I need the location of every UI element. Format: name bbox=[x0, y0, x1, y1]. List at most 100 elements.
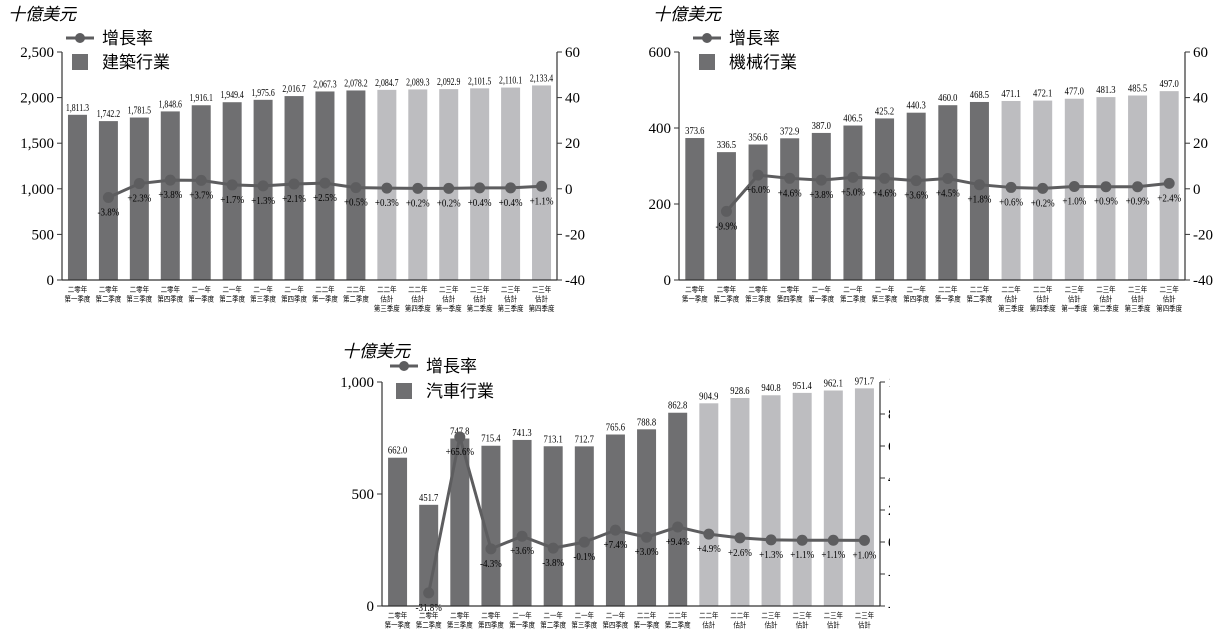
x-tick-label: 二二年 bbox=[970, 285, 990, 294]
x-tick-label: 估計 bbox=[827, 620, 840, 629]
left-tick-label: 1,000 bbox=[340, 375, 374, 391]
growth-label: +2.4% bbox=[1157, 193, 1181, 205]
x-tick-label: 二一年 bbox=[192, 285, 212, 294]
growth-label: +1.3% bbox=[759, 549, 783, 561]
x-tick-label: 第三季度 bbox=[374, 304, 400, 313]
x-tick-label: 第四季度 bbox=[1156, 304, 1182, 313]
bar bbox=[823, 390, 843, 606]
bar-value-label: 1,781.5 bbox=[128, 105, 152, 116]
x-tick-label: 第二季度 bbox=[95, 294, 121, 303]
bar-value-label: 471.1 bbox=[1001, 88, 1020, 100]
growth-label: +5.0% bbox=[841, 187, 865, 199]
bar bbox=[685, 138, 705, 280]
x-tick-label: 估計 bbox=[1005, 294, 1018, 303]
growth-label: +3.7% bbox=[189, 190, 213, 202]
growth-label: +0.9% bbox=[1094, 196, 1118, 208]
x-tick-label: 估計 bbox=[442, 294, 455, 303]
left-tick-label: 2,000 bbox=[20, 91, 54, 107]
growth-label: +0.3% bbox=[375, 197, 399, 209]
x-tick-label: 第四季度 bbox=[529, 304, 555, 313]
left-tick-label: 500 bbox=[32, 227, 55, 243]
growth-label: +1.1% bbox=[790, 549, 814, 561]
growth-label: +9.4% bbox=[666, 536, 690, 548]
x-tick-label: 二一年 bbox=[575, 611, 595, 620]
x-tick-label: 第三季度 bbox=[126, 294, 152, 303]
growth-label: +0.2% bbox=[437, 198, 461, 210]
x-tick-label: 二二年 bbox=[315, 285, 335, 294]
x-tick-label: 第四季度 bbox=[777, 294, 803, 303]
bar-value-label: 336.5 bbox=[717, 139, 736, 151]
x-tick-label: 第二季度 bbox=[840, 294, 866, 303]
x-tick-label: 二一年 bbox=[222, 285, 242, 294]
bar bbox=[160, 111, 180, 280]
growth-point bbox=[474, 182, 486, 194]
growth-label: +1.7% bbox=[220, 194, 244, 206]
growth-label: -4.3% bbox=[480, 558, 502, 570]
bar bbox=[780, 138, 800, 280]
bar bbox=[388, 457, 408, 606]
right-tick-label: 20 bbox=[888, 503, 890, 519]
x-tick-label: 第一季度 bbox=[312, 294, 338, 303]
x-tick-label: 二零年 bbox=[450, 611, 470, 620]
bar bbox=[512, 439, 532, 606]
x-tick-label: 二零年 bbox=[780, 285, 800, 294]
x-tick-label: 二二年 bbox=[668, 611, 688, 620]
left-tick-label: 1,000 bbox=[20, 182, 54, 198]
growth-point bbox=[765, 534, 777, 546]
growth-point bbox=[734, 532, 746, 544]
x-tick-label: 二零年 bbox=[388, 611, 408, 620]
right-tick-label: 60 bbox=[1193, 45, 1208, 61]
growth-label: +1.1% bbox=[821, 549, 845, 561]
growth-point bbox=[1100, 181, 1112, 193]
x-tick-label: 二二年 bbox=[699, 611, 719, 620]
x-tick-label: 第一季度 bbox=[65, 294, 91, 303]
x-tick-label: 估計 bbox=[733, 620, 746, 629]
growth-point bbox=[133, 178, 145, 190]
bar-value-label: 2,092.9 bbox=[437, 76, 461, 87]
x-tick-label: 二三年 bbox=[1065, 285, 1085, 294]
x-tick-label: 二三年 bbox=[532, 285, 552, 294]
bar-value-label: 862.8 bbox=[668, 400, 687, 412]
growth-label: +3.0% bbox=[635, 546, 659, 558]
growth-point bbox=[412, 182, 424, 194]
bar bbox=[481, 445, 501, 606]
legend-line-label: 增長率 bbox=[426, 357, 477, 376]
left-tick-label: 500 bbox=[352, 487, 375, 503]
x-tick-label: 二二年 bbox=[1001, 285, 1021, 294]
growth-point bbox=[195, 174, 207, 186]
bar-value-label: 2,078.2 bbox=[344, 78, 367, 89]
bar bbox=[222, 102, 242, 280]
growth-point bbox=[257, 180, 269, 192]
x-tick-label: 二零年 bbox=[99, 285, 119, 294]
growth-point bbox=[784, 172, 796, 184]
left-tick-label: 0 bbox=[664, 273, 672, 289]
growth-label: +0.9% bbox=[1126, 196, 1150, 208]
bar bbox=[699, 403, 719, 606]
growth-label: +4.6% bbox=[873, 188, 897, 200]
growth-label: +1.3% bbox=[251, 195, 275, 207]
x-tick-label: 第三季度 bbox=[571, 620, 597, 629]
bar bbox=[811, 132, 831, 280]
x-tick-label: 第二季度 bbox=[416, 620, 442, 629]
growth-point bbox=[578, 536, 590, 548]
x-tick-label: 二二年 bbox=[408, 285, 428, 294]
x-tick-label: 二三年 bbox=[1159, 285, 1179, 294]
growth-point bbox=[827, 534, 839, 546]
legend-bar-swatch bbox=[699, 54, 715, 70]
bar-value-label: 712.7 bbox=[575, 433, 594, 445]
bar-value-label: 904.9 bbox=[699, 390, 718, 402]
x-tick-label: 第一季度 bbox=[935, 294, 961, 303]
x-tick-label: 第二季度 bbox=[714, 294, 740, 303]
x-tick-label: 第三季度 bbox=[250, 294, 276, 303]
growth-point bbox=[485, 543, 497, 555]
growth-label: +1.1% bbox=[530, 196, 554, 208]
bar-value-label: 1,975.6 bbox=[251, 87, 275, 98]
x-tick-label: 第三季度 bbox=[498, 304, 524, 313]
bar-value-label: 2,110.1 bbox=[499, 75, 522, 86]
x-tick-label: 估計 bbox=[1163, 294, 1176, 303]
unit-label: 十億美元 bbox=[8, 5, 78, 24]
bar-value-label: 373.6 bbox=[685, 125, 704, 137]
x-tick-label: 第四季度 bbox=[1030, 304, 1056, 313]
bar bbox=[761, 395, 781, 606]
